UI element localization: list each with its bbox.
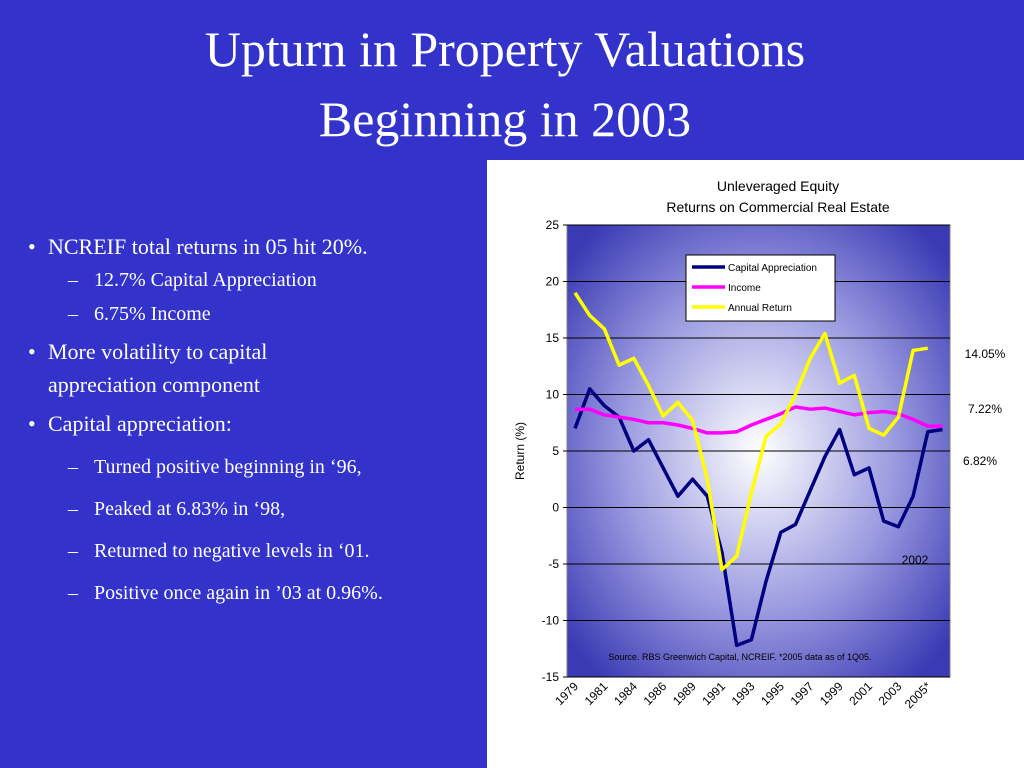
series-line (575, 405, 943, 435)
y-tick-label: 20 (546, 275, 560, 289)
y-tick-label: 15 (546, 331, 560, 345)
sub-bullet: 12.7% Capital Appreciation (48, 265, 478, 295)
y-tick-label: -15 (542, 670, 560, 684)
y-axis-label: Return (%) (513, 422, 527, 480)
y-tick-label: 10 (546, 388, 560, 402)
title-line: Upturn in Property Valuations (204, 21, 806, 77)
legend-label: Capital Appreciation (728, 263, 817, 274)
bullet: More volatility to capital appreciation … (28, 335, 478, 401)
annotation: 7.22% (968, 402, 1002, 416)
sub-bullet: 6.75% Income (48, 299, 478, 329)
sub-bullet: Returned to negative levels in ‘01. (48, 536, 478, 566)
slide-title: Upturn in Property Valuations Beginning i… (0, 14, 1010, 154)
bullet-text: Capital appreciation: (48, 411, 232, 436)
bullet-list: NCREIF total returns in 05 hit 20%. 12.7%… (28, 230, 478, 614)
annotation: 6.82% (963, 454, 997, 468)
annotation: 2002 (902, 553, 929, 567)
legend-label: Income (728, 283, 761, 294)
legend-label: Annual Return (728, 303, 792, 314)
chart-title: Returns on Commercial Real Estate (666, 199, 890, 215)
sub-bullet: Peaked at 6.83% in ‘98, (48, 494, 478, 524)
sub-bullet: Positive once again in ’03 at 0.96%. (48, 578, 478, 608)
bullet-text: NCREIF total returns in 05 hit 20%. (48, 234, 368, 259)
y-tick-label: -5 (548, 557, 559, 571)
legend: Capital Appreciation Income Annual Return (685, 254, 836, 322)
bullet-text: More volatility to capital appreciation … (48, 339, 268, 397)
series-line (573, 387, 943, 648)
sub-bullet: Turned positive beginning in ‘96, (48, 452, 478, 482)
series-line (573, 291, 929, 572)
annotation: Source. RBS Greenwich Capital, NCREIF. *… (608, 652, 871, 662)
bullet: Capital appreciation: Turned positive beg… (28, 407, 478, 608)
y-tick-label: 25 (546, 218, 560, 232)
y-tick-label: 5 (552, 444, 559, 458)
bullet: NCREIF total returns in 05 hit 20%. 12.7%… (28, 230, 478, 329)
chart-title: Unleveraged Equity (717, 178, 839, 194)
y-tick-label: 0 (552, 501, 559, 515)
y-tick-label: -10 (542, 614, 560, 628)
annotation: 14.05% (965, 347, 1006, 361)
title-line: Beginning in 2003 (318, 91, 692, 147)
